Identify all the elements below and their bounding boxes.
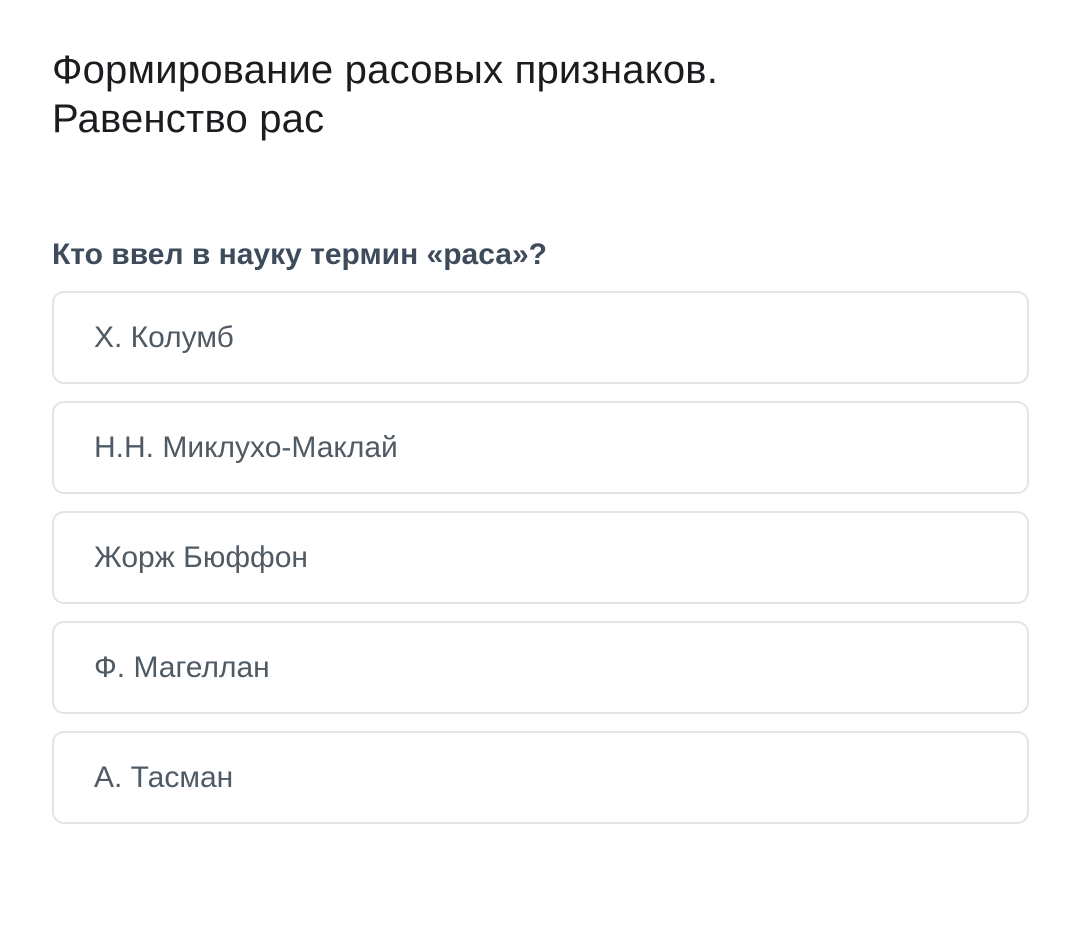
answer-option-4[interactable]: Ф. Магеллан [52,621,1029,714]
lesson-title-line-2: Равенство рас [52,97,325,141]
answer-option-5[interactable]: А. Тасман [52,731,1029,824]
lesson-title-line-1: Формирование расовых признаков. [52,48,719,92]
answer-option-label: Н.Н. Миклухо-Маклай [94,430,398,464]
answer-option-label: Жорж Бюффон [94,540,308,574]
answer-options-list: Х. Колумб Н.Н. Миклухо-Маклай Жорж Бюффо… [52,291,1029,824]
answer-option-label: Ф. Магеллан [94,650,270,684]
answer-option-3[interactable]: Жорж Бюффон [52,511,1029,604]
lesson-title: Формирование расовых признаков. Равенств… [52,46,1029,144]
answer-option-1[interactable]: Х. Колумб [52,291,1029,384]
answer-option-label: А. Тасман [94,760,234,794]
answer-option-label: Х. Колумб [94,320,234,354]
question-text: Кто ввел в науку термин «раса»? [52,238,547,271]
answer-option-2[interactable]: Н.Н. Миклухо-Маклай [52,401,1029,494]
